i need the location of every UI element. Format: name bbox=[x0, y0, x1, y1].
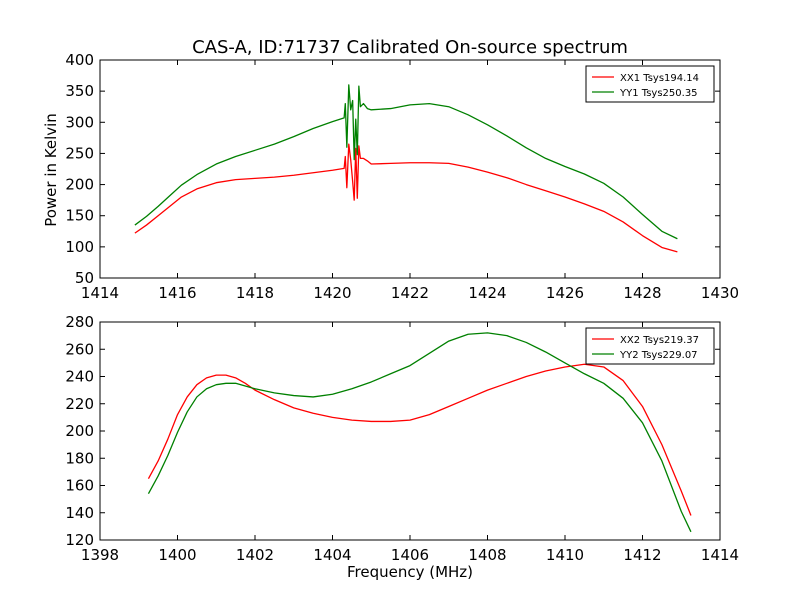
top-x-tick-label: 1418 bbox=[236, 284, 274, 302]
bottom-y-tick-label: 200 bbox=[65, 422, 94, 440]
top-x-tick-label: 1424 bbox=[468, 284, 506, 302]
top-y-tick-label: 150 bbox=[65, 207, 94, 225]
bottom-legend-box bbox=[585, 327, 715, 365]
bottom-y-tick-label: 220 bbox=[65, 395, 94, 413]
top-legend-label-1: XX1 Tsys194.14 bbox=[620, 73, 699, 84]
top-legend: XX1 Tsys194.14 YY1 Tsys250.35 bbox=[585, 65, 715, 103]
top-series-line-2 bbox=[134, 84, 678, 240]
bottom-y-tick-label: 280 bbox=[65, 313, 94, 331]
bottom-legend: XX2 Tsys219.37 YY2 Tsys229.07 bbox=[585, 327, 715, 365]
top-legend-label-2: YY1 Tsys250.35 bbox=[619, 88, 698, 99]
bottom-x-tick-label: 1404 bbox=[313, 546, 351, 564]
figure-title: CAS-A, ID:71737 Calibrated On-source spe… bbox=[192, 37, 628, 58]
bottom-series-line-2 bbox=[147, 332, 692, 533]
top-y-tick-label: 50 bbox=[75, 269, 94, 287]
bottom-x-tick-label: 1398 bbox=[81, 546, 119, 564]
bottom-y-tick-label: 160 bbox=[65, 477, 94, 495]
bottom-x-tick-label: 1414 bbox=[701, 546, 739, 564]
top-y-tick-label: 100 bbox=[65, 238, 94, 256]
x-axis-label: Frequency (MHz) bbox=[347, 563, 473, 581]
y-axis-label-top: Power in Kelvin bbox=[42, 113, 60, 227]
top-y-tick-label: 250 bbox=[65, 144, 94, 162]
top-x-tick-label: 1428 bbox=[623, 284, 661, 302]
bottom-x-tick-label: 1410 bbox=[546, 546, 584, 564]
top-series-line-1 bbox=[134, 143, 678, 253]
top-x-tick-label: 1430 bbox=[701, 284, 739, 302]
bottom-y-tick-label: 120 bbox=[65, 531, 94, 549]
top-legend-box bbox=[585, 65, 715, 103]
bottom-legend-label-1: XX2 Tsys219.37 bbox=[620, 335, 699, 346]
top-x-tick-label: 1414 bbox=[81, 284, 119, 302]
top-plot-panel: 1414 1416 1418 1420 1422 1424 1426 1428 1430 50 10… bbox=[65, 51, 739, 302]
bottom-y-tick-label: 240 bbox=[65, 368, 94, 386]
top-y-tick-label: 400 bbox=[65, 51, 94, 69]
bottom-x-tick-label: 1400 bbox=[158, 546, 196, 564]
bottom-y-tick-label: 140 bbox=[65, 504, 94, 522]
top-y-tick-label: 200 bbox=[65, 176, 94, 194]
bottom-plot-panel: 1398 1400 1402 1404 1406 1408 1410 1412 1414 120 1… bbox=[65, 313, 739, 564]
bottom-legend-label-2: YY2 Tsys229.07 bbox=[619, 350, 698, 361]
top-y-tick-label: 300 bbox=[65, 113, 94, 131]
bottom-x-tick-label: 1412 bbox=[623, 546, 661, 564]
bottom-x-tick-label: 1406 bbox=[391, 546, 429, 564]
top-x-tick-label: 1416 bbox=[158, 284, 196, 302]
top-x-tick-label: 1426 bbox=[546, 284, 584, 302]
bottom-series-line-1 bbox=[147, 363, 692, 516]
bottom-y-tick-label: 180 bbox=[65, 449, 94, 467]
top-x-tick-label: 1420 bbox=[313, 284, 351, 302]
top-y-tick-label: 350 bbox=[65, 82, 94, 100]
bottom-y-tick-label: 260 bbox=[65, 340, 94, 358]
top-x-tick-label: 1422 bbox=[391, 284, 429, 302]
bottom-x-tick-label: 1402 bbox=[236, 546, 274, 564]
bottom-x-tick-label: 1408 bbox=[468, 546, 506, 564]
